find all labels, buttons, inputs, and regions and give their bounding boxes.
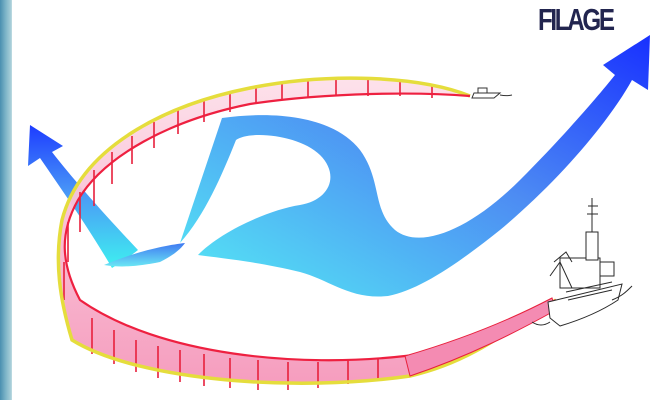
net-edge-outer xyxy=(56,76,557,385)
fishing-vessel xyxy=(531,198,633,327)
net-float-boat xyxy=(471,87,513,99)
slide-title: FILAGE xyxy=(538,2,615,37)
net-band-surface xyxy=(58,78,556,384)
current-flow-arrow-left xyxy=(28,125,185,268)
net-codend xyxy=(404,297,557,377)
flow-arrow-right-body xyxy=(180,35,650,297)
flow-arrow-left-tail xyxy=(104,243,185,267)
flow-arrow-left-body xyxy=(28,125,138,268)
towed-net-ribbon xyxy=(56,76,557,390)
current-flow-arrow-right xyxy=(180,35,650,297)
